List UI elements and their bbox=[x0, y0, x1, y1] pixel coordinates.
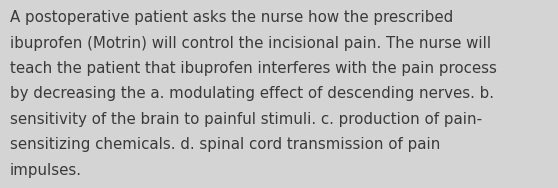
Text: sensitivity of the brain to painful stimuli. c. production of pain-: sensitivity of the brain to painful stim… bbox=[10, 112, 482, 127]
Text: impulses.: impulses. bbox=[10, 163, 82, 178]
Text: teach the patient that ibuprofen interferes with the pain process: teach the patient that ibuprofen interfe… bbox=[10, 61, 497, 76]
Text: by decreasing the a. modulating effect of descending nerves. b.: by decreasing the a. modulating effect o… bbox=[10, 86, 494, 102]
Text: ibuprofen (Motrin) will control the incisional pain. The nurse will: ibuprofen (Motrin) will control the inci… bbox=[10, 36, 491, 51]
Text: A postoperative patient asks the nurse how the prescribed: A postoperative patient asks the nurse h… bbox=[10, 10, 453, 25]
Text: sensitizing chemicals. d. spinal cord transmission of pain: sensitizing chemicals. d. spinal cord tr… bbox=[10, 137, 440, 152]
